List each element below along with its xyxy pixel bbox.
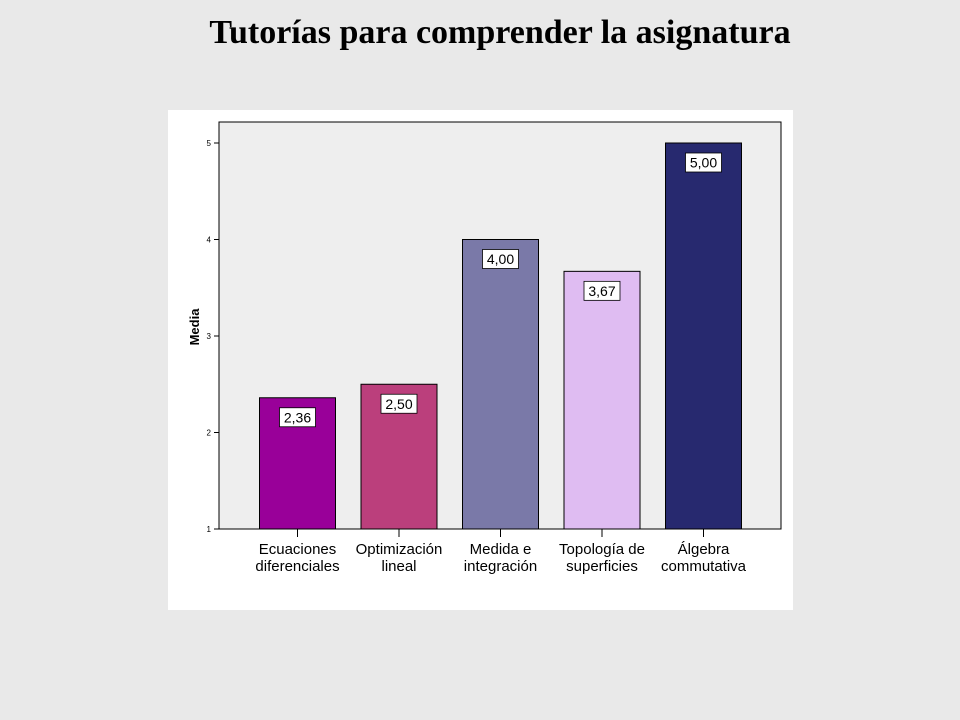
x-tick-label: Topología de <box>559 541 645 558</box>
y-axis: 1 2 3 4 5 <box>207 139 219 534</box>
x-tick-label: lineal <box>381 558 416 575</box>
x-tick-label: superficies <box>566 558 638 575</box>
y-tick-label: 2 <box>207 429 212 438</box>
data-label: 4,00 <box>487 251 514 267</box>
x-tick-label: commutativa <box>661 558 747 575</box>
y-axis-title: Media <box>187 308 202 346</box>
data-label-box <box>380 393 418 414</box>
bars: 2,36 2,50 4,00 3,67 5,00 <box>259 142 742 530</box>
y-tick-label: 5 <box>207 139 212 148</box>
data-label: 5,00 <box>690 155 717 171</box>
y-tick-label: 4 <box>207 236 212 245</box>
bar <box>665 142 742 530</box>
data-label-box <box>583 280 621 301</box>
data-label-box <box>279 407 316 428</box>
x-tick-label: integración <box>464 558 537 575</box>
data-label: 2,50 <box>385 396 412 412</box>
chart-title: Tutorías para comprender la asignatura <box>209 14 791 51</box>
x-tick-label: Ecuaciones <box>259 541 337 558</box>
y-tick-label: 3 <box>207 332 212 341</box>
y-tick-label: 1 <box>207 525 212 534</box>
data-label-box <box>685 152 722 173</box>
x-tick-label: diferenciales <box>255 558 339 575</box>
bar <box>462 239 539 530</box>
x-tick-label: Optimización <box>356 541 443 558</box>
x-tick-label: Medida e <box>470 541 532 558</box>
data-label: 3,67 <box>588 283 615 299</box>
data-label-box <box>482 249 519 269</box>
x-tick-label: Álgebra <box>678 541 730 558</box>
bar <box>563 270 641 530</box>
data-label: 2,36 <box>284 409 311 425</box>
